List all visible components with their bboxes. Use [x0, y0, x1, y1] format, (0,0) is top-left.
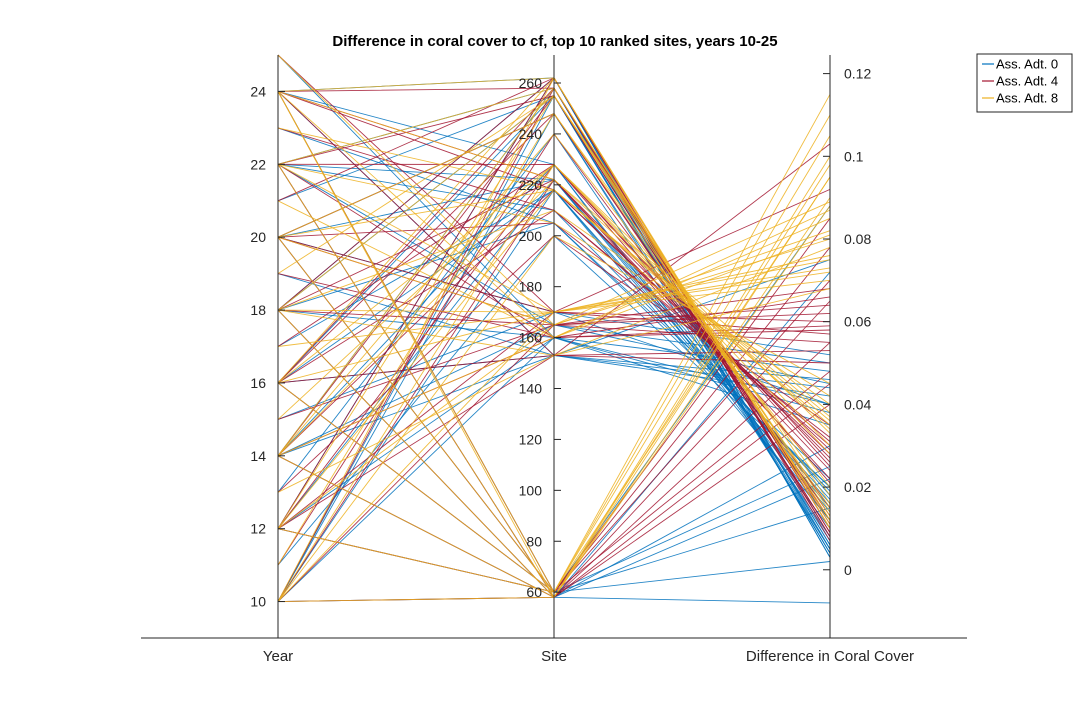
axis-2-tick-label-9: 220	[519, 177, 543, 193]
axis-2-tick-label-1: 60	[526, 584, 542, 600]
axis-3-tick-label-6: 0.1	[844, 148, 864, 164]
axis-1-tick-label-5: 18	[250, 302, 266, 318]
axis-1-tick-label-4: 16	[250, 375, 266, 391]
legend-entry-2[interactable]: Ass. Adt. 4	[996, 74, 1058, 89]
axis-2-tick-label-11: 260	[519, 75, 543, 91]
axis-1-tick-label-2: 12	[250, 521, 266, 537]
legend[interactable]: Ass. Adt. 0 Ass. Adt. 4 Ass. Adt. 8	[976, 53, 1073, 113]
legend-entry-3[interactable]: Ass. Adt. 8	[996, 91, 1058, 106]
axes-layer: 10 12 14 16 18 20 22 24 Year 60 80 100 120 140 160 180 2…	[141, 55, 967, 665]
axis-1-tick-label-7: 22	[250, 156, 266, 172]
axis-label-3: Difference in Coral Cover	[746, 648, 914, 665]
axis-2-tick-label-2: 80	[526, 533, 542, 549]
axis-3-tick-label-1: 0	[844, 562, 852, 578]
axis-2-tick-label-7: 180	[519, 279, 543, 295]
axis-3-tick-label-7: 0.12	[844, 66, 871, 82]
axis-3-tick-label-2: 0.02	[844, 479, 871, 495]
axis-2-tick-label-10: 240	[519, 126, 543, 142]
axis-2-tick-label-4: 120	[519, 431, 543, 447]
axis-label-1: Year	[263, 648, 293, 665]
axis-2-tick-label-6: 160	[519, 330, 543, 346]
axis-1-tick-label-8: 24	[250, 83, 266, 99]
axis-1-tick-label-1: 10	[250, 594, 266, 610]
axis-1-tick-label-6: 20	[250, 229, 266, 245]
axis-3-tick-label-4: 0.06	[844, 314, 871, 330]
axis-1-tick-label-3: 14	[250, 448, 266, 464]
axis-label-2: Site	[541, 648, 567, 665]
chart-title: Difference in coral cover to cf, top 10 …	[332, 33, 777, 50]
axis-3-tick-label-3: 0.04	[844, 396, 871, 412]
axis-3-tick-label-5: 0.08	[844, 231, 871, 247]
axis-2-tick-label-8: 200	[519, 228, 543, 244]
legend-entry-1[interactable]: Ass. Adt. 0	[996, 57, 1058, 72]
axis-2-tick-label-5: 140	[519, 381, 543, 397]
axis-2-tick-label-3: 100	[519, 482, 543, 498]
